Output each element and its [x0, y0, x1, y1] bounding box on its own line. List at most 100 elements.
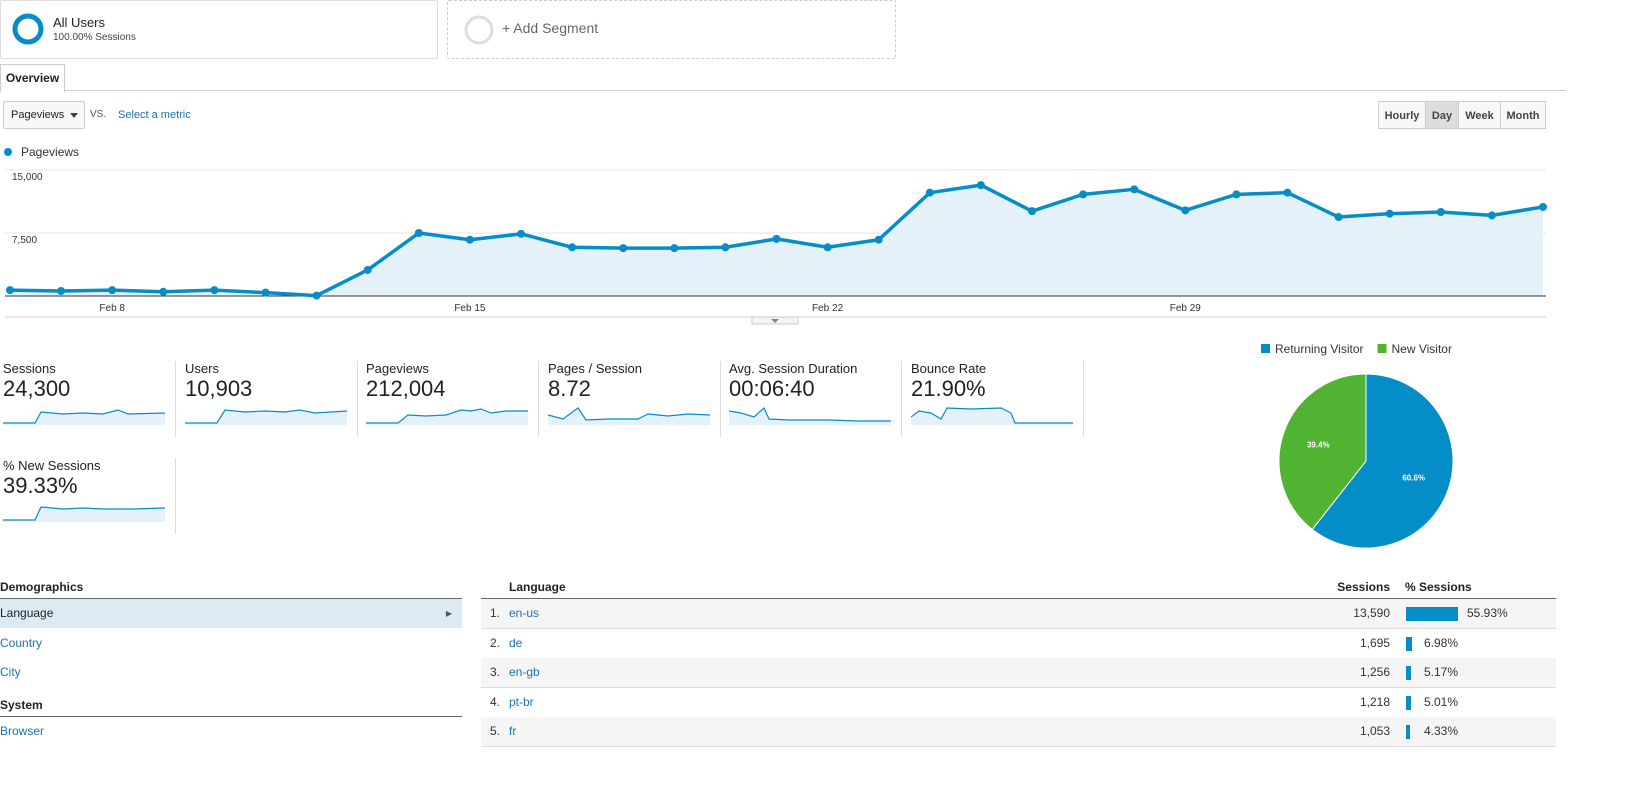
row-sessions: 1,695 — [1359, 635, 1390, 650]
table-row: 3. en-gb 1,256 5.17% — [481, 658, 1556, 688]
granularity-button[interactable]: Week — [1458, 101, 1501, 129]
point — [1385, 209, 1394, 218]
legend-label: New Visitor — [1392, 342, 1452, 356]
metric-label: Pageviews — [366, 361, 429, 376]
segment-name: All Users — [53, 15, 106, 30]
point — [57, 286, 66, 295]
row-language[interactable]: pt-br — [509, 694, 534, 709]
sparkline — [3, 409, 165, 425]
nav-group-title: System — [0, 698, 43, 712]
dropdown-arrow — [70, 113, 78, 118]
y-tick-label: 15,000 — [12, 172, 43, 183]
column-header: % Sessions — [1405, 580, 1472, 594]
point — [670, 244, 679, 253]
y-tick-label: 7,500 — [12, 235, 37, 246]
tab[interactable]: Overview — [0, 64, 65, 93]
metric-value: 21.90% — [911, 376, 986, 401]
sparkline — [729, 407, 891, 425]
point — [1539, 202, 1547, 211]
row-sessions: 13,590 — [1353, 606, 1390, 620]
point — [619, 244, 628, 253]
sparkline — [911, 407, 1073, 425]
table-rule — [481, 598, 1556, 599]
point — [568, 243, 577, 252]
add-segment[interactable]: + Add Segment — [447, 0, 896, 59]
metric-card: Pages / Session 8.72 — [548, 361, 721, 437]
row-language[interactable]: fr — [509, 724, 517, 738]
sparkline — [3, 506, 165, 522]
row-language[interactable]: de — [509, 635, 523, 650]
chart-resize-arrow — [771, 319, 779, 323]
point — [823, 243, 832, 252]
legend-marker — [1261, 344, 1270, 353]
line-chart: Pageviews 7,500 15,000 Feb 8 Feb 15 Feb 22 Feb… — [4, 145, 1547, 325]
row-rank: 3. — [490, 665, 501, 679]
point — [1334, 213, 1343, 222]
point — [1283, 188, 1292, 197]
metric-label: % New Sessions — [3, 458, 101, 473]
share-bar — [1406, 636, 1413, 651]
metric-value: 8.72 — [548, 376, 591, 401]
slice-label: 39.4% — [1307, 441, 1330, 450]
point — [772, 234, 781, 243]
metric-label: Pages / Session — [548, 361, 642, 376]
x-tick-label: Feb 22 — [812, 303, 844, 314]
share-bar — [1406, 666, 1411, 680]
point — [976, 181, 985, 190]
row-language[interactable]: en-gb — [509, 665, 540, 679]
column-header: Sessions — [1337, 580, 1390, 594]
nav-item[interactable]: City — [0, 665, 21, 679]
point — [261, 288, 270, 297]
select-metric[interactable]: Select a metric — [118, 109, 191, 121]
share-bar — [1406, 725, 1411, 739]
row-sessions: 1,053 — [1359, 724, 1390, 738]
row-share: 55.93% — [1467, 606, 1508, 620]
nav-item-label: Language — [0, 606, 54, 620]
row-language[interactable]: en-us — [509, 606, 540, 620]
share-bar — [1406, 607, 1458, 621]
segment-card[interactable]: All Users 100.00% Sessions — [0, 0, 438, 59]
nav-group-title: Demographics — [0, 580, 84, 594]
nav-item[interactable]: Country — [0, 636, 43, 650]
metric-value: 00:06:40 — [729, 376, 815, 401]
segment-icon — [12, 13, 44, 45]
granularity-button[interactable]: Hourly — [1378, 101, 1426, 129]
metric-card: Sessions 24,300 — [3, 361, 176, 437]
point — [1232, 190, 1241, 199]
slice-label: 60.6% — [1402, 473, 1425, 482]
row-rank: 4. — [490, 694, 501, 709]
table-row: 4. pt-br 1,218 5.01% — [481, 687, 1556, 718]
table-row: 2. de 1,695 6.98% — [481, 628, 1556, 659]
point — [363, 265, 372, 274]
x-tick-label: Feb 29 — [1170, 303, 1202, 314]
pie-slice — [1311, 373, 1454, 549]
sparkline — [185, 409, 347, 425]
nav-arrow: ▶ — [445, 609, 452, 618]
nav-item[interactable]: Language ▶ — [0, 599, 462, 628]
metric-dropdown[interactable]: Pageviews — [3, 101, 85, 129]
nav-rule — [0, 598, 462, 599]
point — [1028, 207, 1036, 216]
tab-rule — [0, 90, 1566, 91]
point — [6, 286, 14, 295]
vs-label: VS. — [90, 109, 107, 120]
metric-value: 39.33% — [3, 473, 78, 498]
granularity-button[interactable]: Day — [1425, 101, 1459, 129]
row-rank: 1. — [490, 606, 501, 620]
nav-item[interactable]: Browser — [0, 724, 45, 738]
point — [1436, 208, 1445, 216]
metric-label: Avg. Session Duration — [729, 361, 858, 376]
granularity-button[interactable]: Month — [1500, 101, 1546, 129]
table-row: 5. fr 1,053 4.33% — [481, 717, 1556, 747]
metric-value: 24,300 — [3, 376, 71, 401]
point — [159, 287, 168, 296]
legend-marker — [1377, 344, 1387, 353]
share-bar — [1406, 695, 1411, 710]
metric-value: 212,004 — [366, 376, 446, 401]
point — [1181, 206, 1190, 215]
data-table: Language Sessions % Sessions 1. en-us 13,5… — [481, 578, 1556, 788]
table-row: 1. en-us 13,590 55.93% — [481, 599, 1556, 629]
add-segment-icon — [464, 15, 494, 45]
legend-marker — [4, 148, 12, 156]
